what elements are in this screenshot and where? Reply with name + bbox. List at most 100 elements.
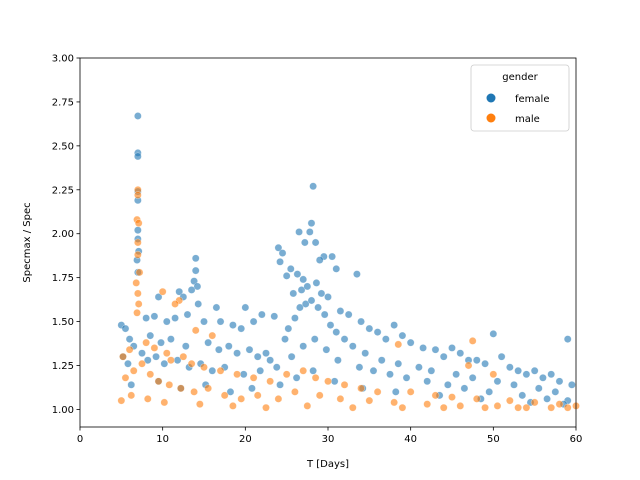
point-male (547, 403, 556, 412)
point-female (334, 356, 342, 365)
point-female (295, 228, 303, 236)
point-male (208, 331, 217, 340)
legend-marker-male (486, 113, 496, 123)
point-male (431, 391, 440, 400)
point-male (233, 370, 241, 379)
point-female (348, 342, 357, 351)
point-female (125, 335, 134, 343)
point-male (121, 373, 130, 382)
point-female (317, 289, 326, 298)
y-tick-label: 3.00 (52, 54, 74, 65)
point-male (150, 344, 159, 352)
point-female (143, 356, 152, 365)
point-female (187, 286, 196, 294)
point-male (191, 326, 200, 335)
point-female (423, 377, 432, 386)
point-female (391, 388, 400, 396)
point-female (281, 335, 289, 343)
point-male (146, 370, 155, 379)
point-male (253, 391, 262, 400)
point-female (427, 366, 436, 375)
point-female (406, 338, 415, 347)
point-female (162, 317, 171, 326)
point-female (332, 328, 341, 336)
y-tick-label: 1.75 (52, 273, 74, 284)
point-male (134, 219, 143, 228)
point-female (522, 370, 531, 379)
point-female (568, 380, 576, 389)
point-female (456, 349, 465, 358)
point-male (472, 395, 481, 403)
point-female (194, 300, 203, 308)
x-tick-label: 10 (156, 434, 169, 445)
point-female (200, 317, 208, 326)
point-male (464, 361, 473, 370)
point-female (309, 366, 317, 375)
point-female (212, 303, 221, 312)
point-female (485, 388, 494, 396)
legend: gender female male (470, 64, 570, 132)
point-male (406, 388, 415, 396)
point-male (134, 300, 143, 308)
point-female (361, 349, 370, 358)
point-female (299, 275, 308, 284)
point-female (382, 335, 390, 343)
point-female (152, 352, 160, 361)
point-female (134, 226, 142, 235)
point-female (299, 342, 308, 351)
point-female (183, 310, 192, 319)
point-female (534, 384, 543, 393)
point-female (270, 312, 279, 321)
point-female (124, 359, 132, 368)
point-female (272, 363, 281, 372)
point-female (431, 345, 440, 354)
point-male (262, 403, 270, 412)
point-female (543, 395, 551, 403)
point-male (135, 268, 144, 277)
point-male (282, 370, 291, 379)
legend-title: gender (502, 72, 538, 83)
y-axis-label: Specmax / Spec (22, 202, 33, 282)
point-female (241, 303, 250, 312)
point-female (315, 256, 324, 264)
legend-label-female: female (515, 94, 549, 105)
point-male (237, 395, 246, 403)
y-tick-label: 2.00 (52, 229, 74, 240)
point-female (472, 356, 481, 365)
point-female (175, 287, 184, 296)
point-male (158, 287, 167, 296)
point-female (353, 270, 361, 278)
point-female (167, 335, 175, 343)
point-female (142, 314, 150, 322)
point-female (286, 265, 295, 273)
point-male (249, 373, 258, 382)
point-female (301, 300, 310, 308)
point-male (468, 337, 477, 345)
point-female (134, 152, 142, 161)
point-male (315, 391, 324, 400)
point-female (258, 310, 266, 319)
point-female (493, 377, 502, 386)
point-female (357, 317, 365, 326)
legend-label-male: male (515, 114, 540, 125)
point-male (481, 403, 489, 412)
point-female (448, 344, 456, 352)
point-female (328, 252, 336, 261)
point-female (322, 345, 331, 354)
point-male (138, 359, 146, 368)
point-male (324, 377, 332, 386)
point-female (284, 324, 293, 333)
point-male (266, 377, 274, 386)
point-male (311, 373, 320, 382)
point-female (369, 366, 378, 375)
point-male (274, 395, 283, 403)
point-female (248, 384, 256, 393)
point-female (320, 310, 329, 319)
point-female (314, 303, 322, 312)
point-female (310, 335, 319, 343)
point-male (336, 395, 345, 403)
point-female (340, 335, 349, 343)
point-female (530, 366, 539, 375)
y-axis: 1.00 1.25 1.50 1.75 2.00 2.25 2.50 2.75 3.00 (52, 54, 80, 416)
